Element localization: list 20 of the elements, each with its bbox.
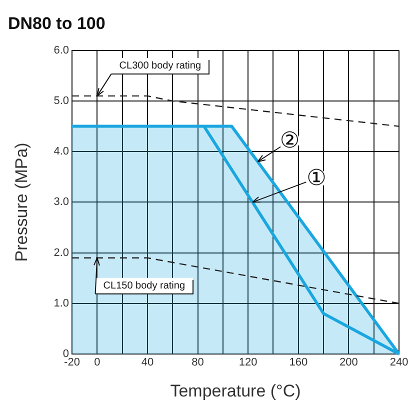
chart-title: DN80 to 100 [8,14,106,33]
y-tick-label: 5.0 [54,95,69,108]
annotation: ② [280,128,300,154]
annotation: ① [306,166,326,191]
x-tick-label: 200 [340,356,358,369]
x-tick-label: 80 [192,356,204,369]
annotation: CL300 body rating [119,60,202,72]
x-tick-label: 240 [390,356,408,369]
y-axis-title: Pressure (MPa) [12,142,31,262]
x-tick-label: 0 [94,356,100,369]
annotation: CL150 body rating [103,280,186,292]
y-tick-label: 6.0 [54,44,69,56]
y-tick-label: 4.0 [54,146,69,158]
x-tick-label: 160 [289,356,308,369]
x-axis-title: Temperature (°C) [170,381,301,400]
y-tick-label: 1.0 [54,297,69,310]
y-tick-label: 2.0 [54,246,69,259]
x-tick-label: 120 [238,356,258,369]
x-tick-label: 40 [141,356,154,369]
y-tick-label: 3.0 [54,196,69,208]
